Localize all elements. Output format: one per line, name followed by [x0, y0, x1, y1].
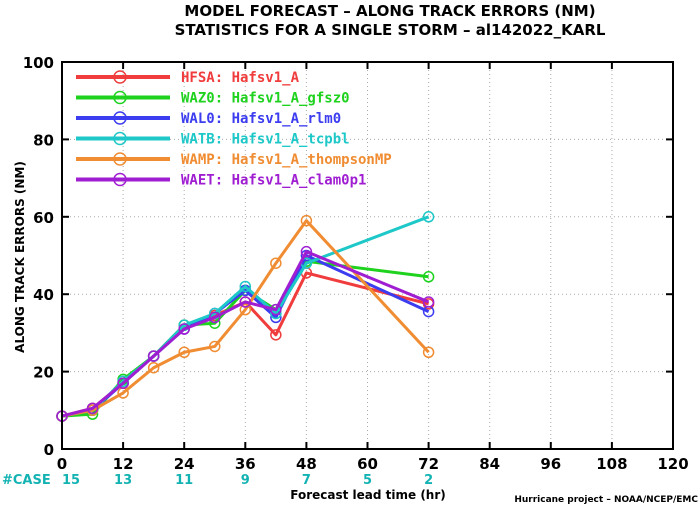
legend-label: WAMP: Hafsv1_A_thompsonMP [181, 152, 392, 168]
data-point [86, 402, 99, 415]
y-tick-label: 100 [23, 54, 54, 72]
x-tick-label: 24 [174, 455, 195, 473]
data-point [422, 271, 435, 283]
data-point [270, 303, 282, 316]
legend-swatch-marker [113, 111, 127, 125]
series-path [61, 219, 430, 418]
x-axis-label: Forecast lead time (hr) [290, 488, 446, 502]
plot-area [56, 211, 435, 422]
case-count: 15 [62, 473, 80, 488]
legend-entry: WAET: Hafsv1_A_clam0p1 [76, 173, 366, 189]
legend-label: WAZ0: Hafsv1_A_gfsz0 [181, 91, 350, 107]
y-axis-label: ALONG TRACK ERRORS (NM) [13, 161, 27, 353]
data-point [178, 346, 190, 358]
data-point [300, 245, 313, 258]
y-tick-label: 40 [33, 286, 54, 304]
data-point [270, 257, 282, 269]
data-point [117, 377, 129, 389]
legend-entry: HFSA: Hafsv1_A [76, 70, 300, 86]
legend-entry: WAL0: Hafsv1_A_rlm0 [76, 111, 341, 127]
legend-label: HFSA: Hafsv1_A [181, 70, 300, 86]
x-tick-label: 120 [657, 455, 688, 473]
data-point [422, 346, 435, 358]
series-line [56, 249, 435, 422]
data-point [209, 340, 221, 353]
y-tick-label: 60 [33, 209, 54, 227]
y-tick-label: 20 [33, 364, 54, 382]
plot-frame [61, 61, 674, 450]
case-count: 7 [302, 473, 311, 488]
data-point [239, 303, 252, 316]
legend-entry: WAMP: Hafsv1_A_thompsonMP [76, 152, 392, 168]
legend-entry: WATB: Hafsv1_A_tcpbl [76, 132, 350, 148]
legend-swatch-marker [113, 131, 127, 146]
case-count: 9 [241, 473, 250, 488]
legend-swatch-marker [113, 90, 127, 105]
chart-title: MODEL FORECAST – ALONG TRACK ERRORS (NM) [184, 2, 595, 20]
case-label: #CASE [2, 473, 51, 488]
data-point [422, 296, 435, 308]
x-tick-label: 96 [540, 455, 561, 473]
x-tick-label: 108 [596, 455, 627, 473]
x-tick-label: 0 [57, 455, 67, 473]
chart-subtitle: STATISTICS FOR A SINGLE STORM – al142022… [175, 21, 606, 39]
data-point [422, 211, 435, 223]
data-point [147, 350, 160, 362]
x-tick-label: 72 [418, 455, 439, 473]
axis-ticks: 0 12 24 36 48 60 72 84 96 108 120 0 20 40 60 80 100 [23, 54, 689, 473]
y-tick-label: 0 [44, 441, 54, 459]
grid-lines [62, 62, 673, 449]
legend: HFSA: Hafsv1_A WAZ0: Hafsv1_A_gfsz0 WAL0: … [76, 70, 392, 189]
legend-swatch-marker [113, 152, 127, 166]
data-point [270, 329, 282, 341]
x-tick-label: 12 [113, 455, 134, 473]
case-count: 5 [363, 473, 372, 488]
legend-label: WATB: Hafsv1_A_tcpbl [181, 132, 350, 148]
legend-entry: WAZ0: Hafsv1_A_gfsz0 [76, 91, 350, 107]
data-point [178, 323, 190, 335]
x-tick-label: 84 [479, 455, 500, 473]
case-count: 2 [424, 473, 433, 488]
case-count: 11 [175, 473, 193, 488]
credit-text: Hurricane project – NOAA/NCEP/EMC [514, 495, 698, 505]
legend-label: WAET: Hafsv1_A_clam0p1 [181, 173, 366, 189]
x-tick-label: 36 [235, 455, 256, 473]
data-point [239, 280, 252, 293]
data-point [239, 296, 252, 308]
legend-label: WAL0: Hafsv1_A_rlm0 [181, 111, 341, 127]
data-point [209, 311, 221, 324]
legend-swatch-marker [113, 172, 127, 187]
series-path [61, 250, 430, 418]
data-point [300, 214, 313, 227]
y-tick-label: 80 [33, 131, 54, 149]
legend-swatch-marker [113, 70, 127, 84]
x-tick-label: 48 [296, 455, 317, 473]
case-count: 13 [114, 473, 132, 488]
case-count-row: #CASE 15 13 11 9 7 5 2 [2, 473, 433, 488]
x-tick-label: 60 [357, 455, 378, 473]
data-point [147, 361, 160, 374]
